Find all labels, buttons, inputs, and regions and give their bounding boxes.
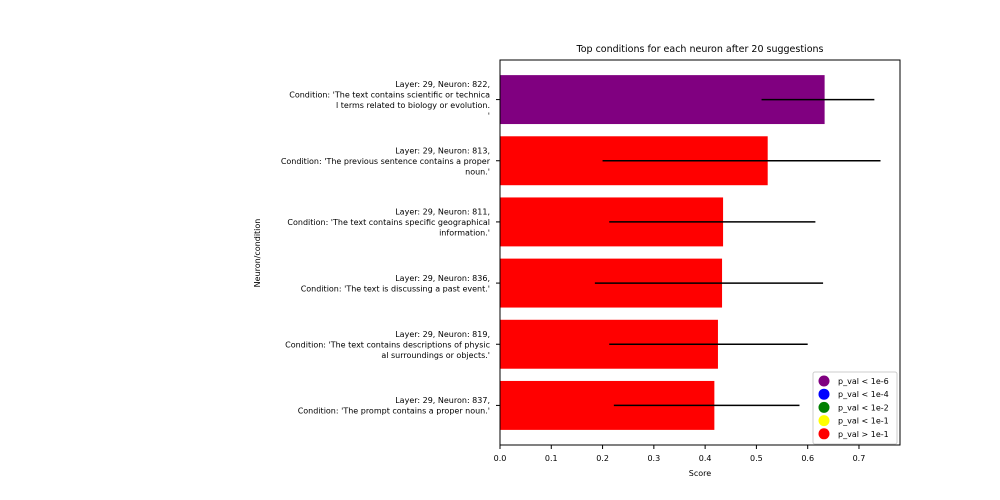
- legend-marker: [818, 428, 830, 440]
- legend: p_val < 1e-6 p_val < 1e-4 p_val < 1e-2 p_va…: [812, 371, 898, 445]
- legend-marker: [818, 401, 830, 413]
- y-category-label: Layer: 29, Neuron: 822, Condition: 'The t…: [289, 80, 490, 121]
- legend-box: [812, 371, 898, 445]
- x-tick-label: 0.2: [596, 454, 609, 463]
- x-tick-label: 0.5: [750, 454, 763, 463]
- x-ticks: 0.0 0.1 0.2 0.3 0.4 0.5 0.6 0.7: [494, 445, 866, 463]
- legend-marker: [818, 415, 830, 427]
- y-axis-label: Neuron/condition: [253, 219, 262, 288]
- y-category-label: Layer: 29, Neuron: 837, Condition: 'The p…: [298, 396, 490, 416]
- x-tick-label: 0.6: [801, 454, 814, 463]
- x-tick-label: 0.3: [647, 454, 660, 463]
- legend-label: p_val < 1e-1: [838, 417, 889, 426]
- y-category-labels: Layer: 29, Neuron: 822, Condition: 'The t…: [281, 80, 500, 416]
- legend-marker: [818, 388, 830, 400]
- legend-label: p_val < 1e-6: [838, 377, 889, 386]
- plot-frame: [499, 59, 901, 446]
- bars: [500, 75, 825, 430]
- x-tick-label: 0.1: [545, 454, 558, 463]
- x-tick-label: 0.7: [853, 454, 866, 463]
- error-bars: [594, 98, 881, 407]
- x-axis-label: Score: [689, 469, 711, 478]
- y-category-label: Layer: 29, Neuron: 811, Condition: 'The t…: [287, 207, 490, 237]
- legend-marker: [818, 375, 830, 387]
- chart-title: Top conditions for each neuron after 20 …: [576, 44, 824, 55]
- y-category-label: Layer: 29, Neuron: 813, Condition: 'The p…: [281, 146, 491, 176]
- legend-label: p_val < 1e-4: [838, 390, 889, 399]
- y-category-label: Layer: 29, Neuron: 819, Condition: 'The t…: [285, 330, 490, 360]
- x-tick-label: 0.0: [494, 454, 507, 463]
- legend-label: p_val < 1e-2: [838, 403, 889, 412]
- y-category-label: Layer: 29, Neuron: 836, Condition: 'The t…: [301, 274, 490, 294]
- legend-label: p_val > 1e-1: [838, 430, 889, 439]
- x-tick-label: 0.4: [699, 454, 712, 463]
